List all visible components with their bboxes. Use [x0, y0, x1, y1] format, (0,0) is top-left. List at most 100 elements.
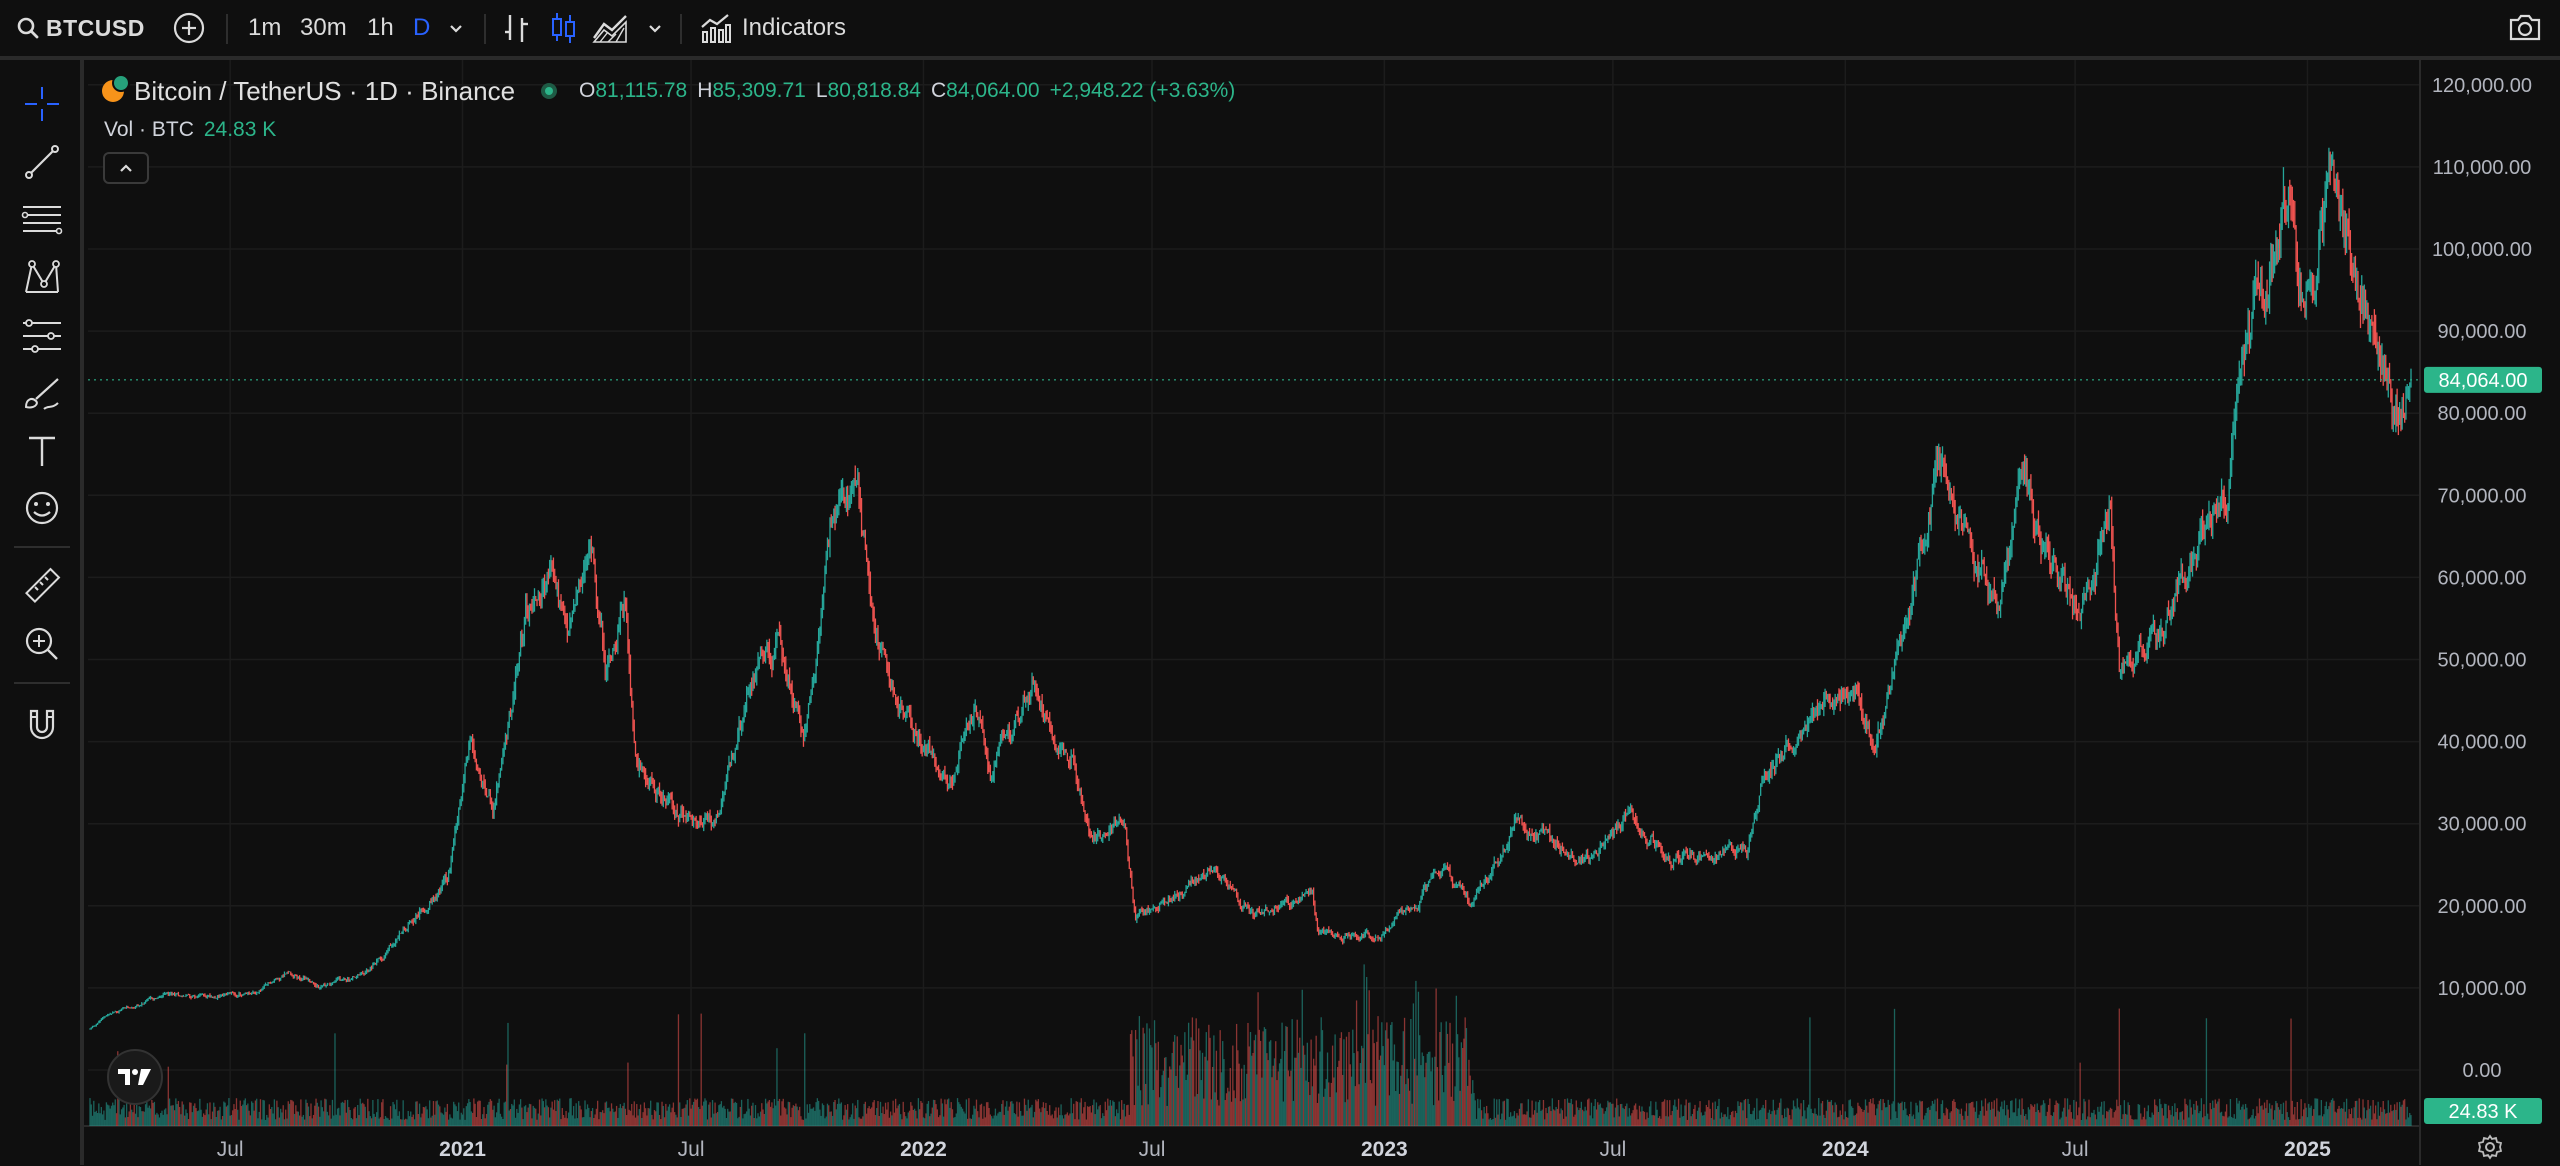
bars-icon — [505, 15, 528, 42]
bar-style-button[interactable] — [503, 0, 531, 56]
time-tick-label: Jul — [2062, 1138, 2089, 1161]
symbol-label: BTCUSD — [46, 14, 145, 41]
price-tick-label: 40,000.00 — [2438, 732, 2527, 754]
tradingview-logo[interactable] — [107, 1049, 163, 1105]
price-tick-label: 110,000.00 — [2433, 157, 2532, 179]
price-tick-label: 120,000.00 — [2432, 75, 2532, 97]
crosshair-tool[interactable] — [20, 82, 64, 126]
low-value: L80,818.84 — [815, 79, 921, 102]
chart-legend: Bitcoin / TetherUS · 1D · Binance O81,11… — [102, 72, 1235, 110]
pattern-icon — [25, 260, 60, 293]
time-tick-label: 2023 — [1361, 1138, 1408, 1161]
open-value: O81,115.78 — [579, 79, 688, 102]
time-tick-label: Jul — [1599, 1138, 1626, 1161]
time-tick-label: 2021 — [439, 1138, 486, 1161]
emoji-tool[interactable] — [20, 486, 64, 530]
camera-icon — [2509, 14, 2541, 41]
time-tick-label: Jul — [678, 1138, 705, 1161]
time-tick-label: Jul — [217, 1138, 244, 1161]
indicators-button[interactable]: Indicators — [700, 0, 846, 56]
symbol-title[interactable]: Bitcoin / TetherUS · 1D · Binance — [134, 75, 516, 106]
volume-label: Vol · BTC — [104, 118, 194, 141]
ruler-icon — [25, 567, 61, 603]
chevron-down-icon — [649, 25, 661, 33]
toolbar-divider — [14, 682, 70, 684]
pattern-tool[interactable] — [20, 256, 64, 300]
chart-settings-button[interactable] — [2476, 1133, 2504, 1161]
time-tick-label: Jul — [1139, 1138, 1166, 1161]
price-tick-label: 30,000.00 — [2438, 814, 2527, 836]
time-tick-label: 2025 — [2284, 1138, 2331, 1161]
current-price-label: 84,064.00 — [2439, 370, 2528, 392]
price-axis: 120,000.00 110,000.00 100,000.00 90,000.00 8… — [2432, 75, 2532, 1082]
compare-symbol-button[interactable] — [172, 0, 206, 56]
price-tick-label: 10,000.00 — [2438, 978, 2527, 1000]
trendline-icon — [25, 145, 59, 179]
indicators-label: Indicators — [742, 14, 847, 41]
price-tick-label: 80,000.00 — [2438, 403, 2527, 425]
gear-icon — [2477, 1134, 2503, 1160]
volume-bars — [89, 964, 2412, 1126]
timeframe-1m[interactable]: 1m — [248, 14, 282, 41]
crosshair-icon — [25, 87, 59, 121]
symbol-search[interactable]: BTCUSD — [16, 0, 145, 56]
candles-style-button[interactable] — [550, 0, 578, 56]
toolbar-divider — [484, 14, 486, 44]
indicators-icon — [701, 14, 731, 43]
market-open-dot — [541, 83, 558, 99]
zoom-in-icon — [25, 627, 58, 660]
price-tick-label: 0.00 — [2463, 1060, 2502, 1082]
drawing-toolbar — [0, 60, 84, 1165]
plus-circle-icon — [173, 12, 205, 44]
forecast-tool[interactable] — [20, 314, 64, 358]
chart-pane[interactable]: 120,000.00 110,000.00 100,000.00 90,000.00 8… — [84, 60, 2560, 1165]
brush-tool[interactable] — [20, 372, 64, 416]
toolbar-divider — [226, 14, 228, 44]
current-price-label-bg — [2424, 366, 2542, 393]
chart-type-dropdown[interactable] — [645, 0, 665, 56]
price-tick-label: 50,000.00 — [2438, 650, 2527, 672]
price-tick-label: 20,000.00 — [2438, 896, 2527, 918]
candles-icon — [552, 13, 575, 43]
price-tick-label: 100,000.00 — [2432, 239, 2532, 261]
time-tick-label: 2022 — [900, 1138, 947, 1161]
price-tick-label: 60,000.00 — [2438, 567, 2527, 589]
ruler-tool[interactable] — [20, 564, 64, 608]
bitcoin-icon — [102, 74, 130, 102]
search-icon — [17, 17, 39, 39]
magnet-tool[interactable] — [20, 702, 64, 746]
timeframe-30m[interactable]: 30m — [300, 14, 347, 41]
trendline-tool[interactable] — [20, 140, 64, 184]
magnet-icon — [29, 709, 55, 740]
top-toolbar: BTCUSD 1m 30m 1h D Indicators — [0, 0, 2560, 60]
time-tick-label: 2024 — [1822, 1138, 1869, 1161]
snapshot-button[interactable] — [2508, 12, 2542, 47]
fib-retracement-icon — [21, 206, 63, 235]
zoom-tool[interactable] — [20, 622, 64, 666]
brush-icon — [24, 378, 59, 410]
volume-value: 24.83 K — [203, 118, 277, 141]
text-icon — [29, 436, 55, 466]
toolbar-divider — [14, 546, 70, 548]
price-badges: 84,064.00 24.83 K — [2424, 366, 2542, 1124]
timeframe-dropdown[interactable] — [446, 0, 466, 56]
timeframe-1h[interactable]: 1h — [367, 14, 394, 41]
text-tool[interactable] — [20, 430, 64, 474]
chevron-up-icon — [120, 164, 132, 172]
toolbar-divider — [680, 14, 682, 44]
area-style-button[interactable] — [592, 0, 630, 56]
timeframe-d[interactable]: D — [413, 14, 431, 41]
change-value: +2,948.22 (+3.63%) — [1049, 79, 1236, 102]
time-axis: Jul 2021 Jul 2022 Jul 2023 Jul 2024 Jul 2025 — [217, 1138, 2331, 1161]
volume-legend[interactable]: Vol · BTC 24.83 K — [104, 118, 276, 142]
current-volume-label-bg — [2424, 1098, 2542, 1124]
tradingview-logo-icon — [118, 1069, 151, 1085]
chevron-down-icon — [450, 25, 462, 33]
forecast-icon — [23, 319, 61, 353]
price-tick-label: 90,000.00 — [2438, 321, 2527, 343]
price-chart[interactable]: 120,000.00 110,000.00 100,000.00 90,000.00 8… — [84, 60, 2560, 1165]
fib-tool[interactable] — [20, 198, 64, 242]
candles — [89, 147, 2412, 1030]
smiley-icon — [25, 491, 59, 525]
collapse-legend-button[interactable] — [103, 152, 149, 184]
